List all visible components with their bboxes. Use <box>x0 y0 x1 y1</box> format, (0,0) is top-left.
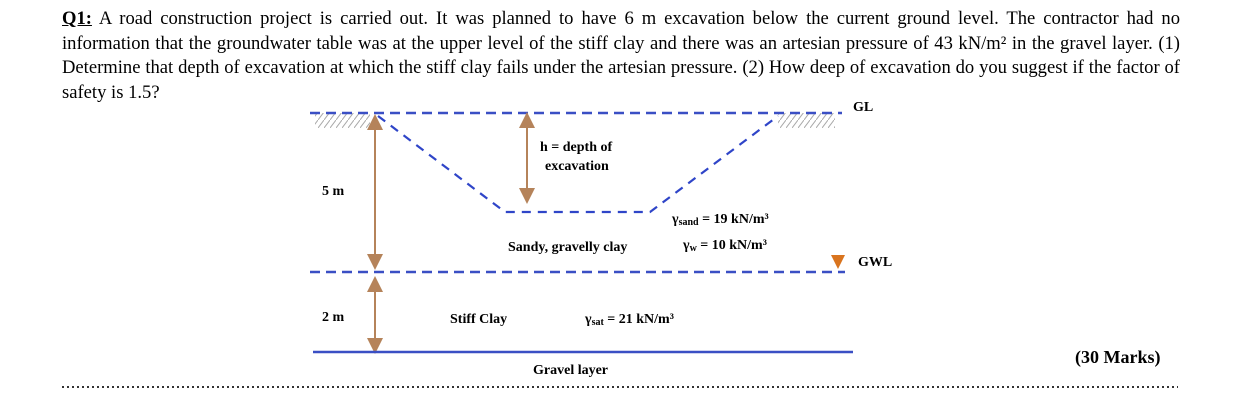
symbol: γ <box>584 312 592 327</box>
depth-label: h = depth of <box>540 140 612 155</box>
symbol: γ <box>671 212 679 227</box>
question-text: A road construction project is carried o… <box>62 8 1180 103</box>
depth-label: excavation <box>545 159 609 174</box>
thickness-label: 5 m <box>322 184 345 199</box>
subscript: sat <box>592 317 605 328</box>
question: Q1: A road construction project is carri… <box>62 7 1180 105</box>
layer-label: Stiff Clay <box>450 312 507 327</box>
marks: (30 Marks) <box>1075 347 1160 368</box>
excavation-outline <box>377 115 779 214</box>
thickness-label: 2 m <box>322 310 345 325</box>
layer-label: Gravel layer <box>533 363 608 378</box>
unit-weight: γsand = 19 kN/m³ <box>671 212 769 228</box>
unit-weight: γw = 10 kN/m³ <box>682 238 767 254</box>
gl-label: GL <box>853 100 873 115</box>
unit-weight-value: = 10 kN/m³ <box>697 238 767 253</box>
groundwater-marker <box>831 255 845 269</box>
unit-weight-value: = 21 kN/m³ <box>604 312 674 327</box>
subscript: sand <box>679 217 699 228</box>
symbol: γ <box>682 238 690 253</box>
unit-weight-value: = 19 kN/m³ <box>699 212 769 227</box>
question-label: Q1: <box>62 8 92 29</box>
layer-label: Sandy, gravelly clay <box>508 240 627 255</box>
ground-hatch <box>778 113 835 128</box>
ground-hatch <box>315 113 370 128</box>
gwl-label: GWL <box>858 255 892 270</box>
subscript: w <box>690 243 698 254</box>
unit-weight: γsat = 21 kN/m³ <box>584 312 674 328</box>
